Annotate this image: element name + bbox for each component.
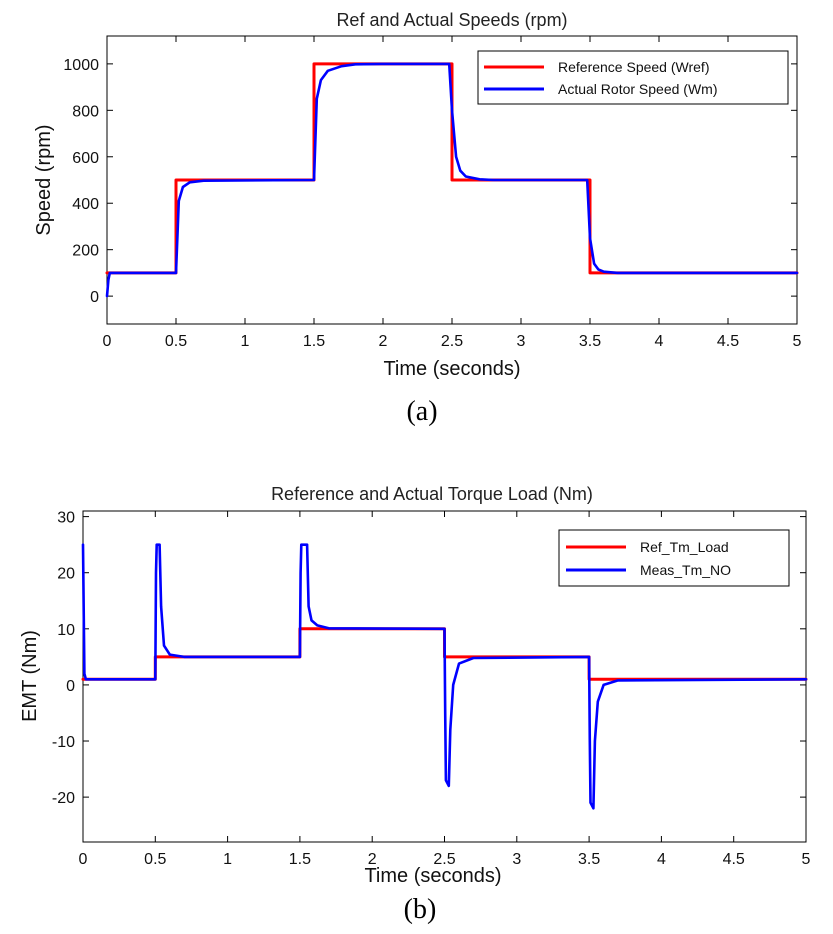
torque-y-axis-label: EMT (Nm) — [19, 630, 41, 722]
speed-x-tick-label: 1 — [241, 333, 250, 350]
speed-y-tick-label: 800 — [72, 103, 99, 120]
speed-y-tick-label: 200 — [72, 243, 99, 260]
speed-x-tick-label: 2 — [379, 333, 388, 350]
torque-chart-title: Reference and Actual Torque Load (Nm) — [271, 484, 593, 504]
speed-y-tick-label: 0 — [90, 289, 99, 306]
speed-legend-box — [477, 50, 789, 105]
speed-series-actual-line — [105, 62, 799, 298]
torque-x-tick-label: 0.5 — [144, 851, 166, 868]
speed-caption: (a) — [406, 396, 437, 427]
speed-x-tick-label: 4.5 — [717, 333, 739, 350]
torque-legend-label-reference: Ref_Tm_Load — [640, 539, 729, 555]
speed-y-tick-label: 400 — [72, 196, 99, 213]
torque-y-tick-label: 10 — [57, 622, 75, 639]
torque-x-tick-label: 1.5 — [289, 851, 311, 868]
torque-x-tick-label: 0 — [79, 851, 88, 868]
speed-x-axis-label: Time (seconds) — [383, 358, 520, 380]
speed-x-tick-label: 5 — [793, 333, 802, 350]
speed-x-tick-label: 3.5 — [579, 333, 601, 350]
torque-y-tick-label: 30 — [57, 510, 75, 527]
torque-y-tick-label: -10 — [52, 734, 75, 751]
speed-x-tick-label: 0 — [103, 333, 112, 350]
speed-legend-label-actual: Actual Rotor Speed (Wm) — [558, 81, 718, 97]
speed-legend: Reference Speed (Wref) Actual Rotor Spee… — [477, 50, 789, 105]
speed-x-tick-label: 4 — [655, 333, 664, 350]
speed-chart: Ref and Actual Speeds (rpm) 0 0.5 1 1.5 2 2.5… — [33, 10, 802, 427]
torque-x-tick-label: 5 — [802, 851, 811, 868]
torque-legend: Ref_Tm_Load Meas_Tm_NO — [558, 529, 790, 587]
torque-legend-label-actual: Meas_Tm_NO — [640, 562, 731, 578]
torque-caption: (b) — [404, 894, 437, 925]
torque-x-tick-label: 4 — [657, 851, 666, 868]
speed-y-tick-label: 1000 — [63, 57, 99, 74]
speed-x-tick-label: 0.5 — [165, 333, 187, 350]
torque-y-tick-label: 0 — [66, 678, 75, 695]
speed-x-tick-label: 2.5 — [441, 333, 463, 350]
torque-y-tick-label: 20 — [57, 566, 75, 583]
torque-x-tick-label: 2.5 — [433, 851, 455, 868]
speed-legend-label-reference: Reference Speed (Wref) — [558, 59, 709, 75]
speed-chart-title: Ref and Actual Speeds (rpm) — [336, 10, 567, 30]
torque-series-actual-line — [81, 543, 808, 810]
torque-y-tick-label: -20 — [52, 790, 75, 807]
torque-x-tick-label: 3 — [512, 851, 521, 868]
torque-chart: Reference and Actual Torque Load (Nm) 0 0… — [19, 484, 811, 925]
speed-x-tick-label: 1.5 — [303, 333, 325, 350]
torque-x-tick-label: 3.5 — [578, 851, 600, 868]
torque-x-tick-label: 4.5 — [723, 851, 745, 868]
torque-x-axis-label: Time (seconds) — [364, 865, 501, 887]
speed-x-tick-label: 3 — [517, 333, 526, 350]
speed-y-tick-label: 600 — [72, 150, 99, 167]
torque-legend-box — [558, 529, 790, 587]
torque-x-tick-label: 2 — [368, 851, 377, 868]
torque-x-tick-label: 1 — [223, 851, 232, 868]
speed-y-axis-label: Speed (rpm) — [33, 124, 55, 235]
